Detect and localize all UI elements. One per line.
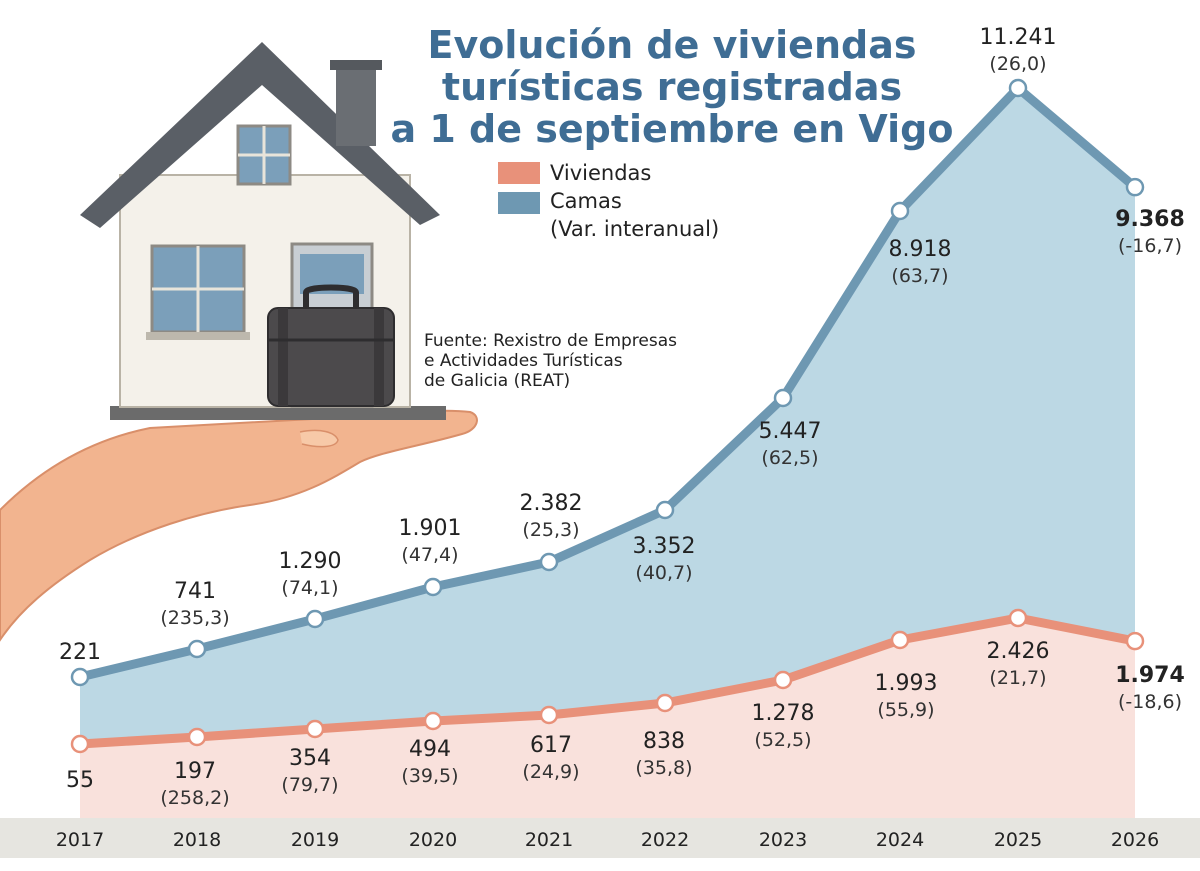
camas-value-label-2020: 1.901 (399, 516, 462, 541)
viviendas-value-label-2018: 197 (174, 759, 216, 784)
viviendas-point-2023 (773, 670, 793, 690)
viviendas-var-label-2021: (24,9) (522, 761, 579, 783)
camas-var-label-2023: (62,5) (761, 447, 818, 469)
data-labels: 221 741 (235,3) 1.290 (74,1) 1.901 (47,4) 2.382… (59, 25, 1185, 809)
camas-area (80, 88, 1135, 818)
camas-value-label-2024: 8.918 (889, 237, 952, 262)
viviendas-var-label-2024: (55,9) (877, 699, 934, 721)
camas-var-label-2024: (63,7) (891, 265, 948, 287)
legend-label-camas: Camas (550, 189, 622, 213)
camas-var-label-2026: (-16,7) (1118, 235, 1182, 257)
viviendas-point-2019 (305, 719, 325, 739)
x-tick-2018: 2018 (173, 829, 221, 851)
camas-point-2019 (305, 609, 325, 629)
viviendas-var-label-2025: (21,7) (989, 667, 1046, 689)
x-tick-2023: 2023 (759, 829, 807, 851)
source-line-2: e Actividades Turísticas (424, 351, 623, 371)
data-points (70, 78, 1145, 754)
camas-value-label-2025: 11.241 (980, 25, 1057, 50)
viviendas-value-label-2021: 617 (530, 733, 572, 758)
viviendas-value-label-2019: 354 (289, 746, 331, 771)
camas-value-label-2022: 3.352 (633, 534, 696, 559)
camas-var-label-2021: (25,3) (522, 519, 579, 541)
x-tick-2025: 2025 (994, 829, 1042, 851)
viviendas-point-2021 (539, 705, 559, 725)
camas-point-2017 (70, 667, 90, 687)
viviendas-value-label-2025: 2.426 (987, 639, 1050, 664)
viviendas-value-label-2022: 838 (643, 729, 685, 754)
viviendas-var-label-2026: (-18,6) (1118, 691, 1182, 713)
source-line-3: de Galicia (REAT) (424, 371, 570, 391)
viviendas-point-2020 (423, 711, 443, 731)
camas-line (75, 83, 1140, 682)
x-tick-2020: 2020 (409, 829, 457, 851)
viviendas-var-label-2019: (79,7) (281, 774, 338, 796)
viviendas-value-label-2020: 494 (409, 737, 451, 762)
camas-value-label-2021: 2.382 (520, 491, 583, 516)
title-line-3: a 1 de septiembre en Vigo (391, 107, 954, 151)
viviendas-value-label-2023: 1.278 (752, 701, 815, 726)
x-tick-2026: 2026 (1111, 829, 1159, 851)
x-axis-ticks: 2017 2018 2019 2020 2021 2022 2023 2024 2025 2026 (56, 829, 1159, 851)
viviendas-point-2025 (1008, 608, 1028, 628)
camas-var-label-2019: (74,1) (281, 577, 338, 599)
viviendas-var-label-2022: (35,8) (635, 757, 692, 779)
camas-point-2026 (1125, 177, 1145, 197)
x-tick-2021: 2021 (525, 829, 573, 851)
camas-point-2025 (1008, 78, 1028, 98)
camas-point-2024 (890, 201, 910, 221)
camas-point-2023 (773, 388, 793, 408)
camas-value-label-2018: 741 (174, 579, 216, 604)
legend-label-viviendas: Viviendas (550, 161, 651, 185)
viviendas-line (75, 613, 1140, 749)
camas-var-label-2018: (235,3) (160, 607, 229, 629)
title-line-2: turísticas registradas (442, 65, 902, 109)
source-line-1: Fuente: Rexistro de Empresas (424, 331, 677, 351)
chart-title: Evolución de viviendas turísticas regist… (391, 23, 954, 151)
viviendas-area (80, 618, 1135, 818)
camas-point-2018 (187, 639, 207, 659)
source-note: Fuente: Rexistro de Empresas e Actividad… (424, 331, 677, 391)
viviendas-point-2017 (70, 734, 90, 754)
legend-note: (Var. interanual) (550, 217, 719, 241)
x-tick-2019: 2019 (291, 829, 339, 851)
title-line-1: Evolución de viviendas (428, 23, 917, 67)
viviendas-point-2018 (187, 727, 207, 747)
x-axis-band (0, 818, 1200, 858)
camas-point-2020 (423, 577, 443, 597)
x-tick-2024: 2024 (876, 829, 924, 851)
legend-swatch-camas (498, 192, 540, 214)
viviendas-point-2024 (890, 630, 910, 650)
camas-var-label-2020: (47,4) (401, 544, 458, 566)
x-tick-2017: 2017 (56, 829, 104, 851)
viviendas-var-label-2020: (39,5) (401, 765, 458, 787)
viviendas-point-2026 (1125, 631, 1145, 651)
camas-var-label-2025: (26,0) (989, 53, 1046, 75)
viviendas-point-2022 (655, 693, 675, 713)
viviendas-value-label-2017: 55 (66, 768, 94, 793)
camas-value-label-2019: 1.290 (279, 549, 342, 574)
viviendas-value-label-2026: 1.974 (1115, 663, 1185, 688)
camas-point-2021 (539, 552, 559, 572)
house-on-hand-illustration (0, 42, 478, 642)
camas-value-label-2023: 5.447 (759, 419, 822, 444)
legend-swatch-viviendas (498, 162, 540, 184)
camas-value-label-2026: 9.368 (1115, 207, 1185, 232)
camas-point-2022 (655, 500, 675, 520)
x-tick-2022: 2022 (641, 829, 689, 851)
viviendas-var-label-2023: (52,5) (754, 729, 811, 751)
camas-value-label-2017: 221 (59, 640, 101, 665)
viviendas-var-label-2018: (258,2) (160, 787, 229, 809)
camas-var-label-2022: (40,7) (635, 562, 692, 584)
viviendas-value-label-2024: 1.993 (875, 671, 938, 696)
legend: Viviendas Camas (Var. interanual) (498, 161, 719, 241)
